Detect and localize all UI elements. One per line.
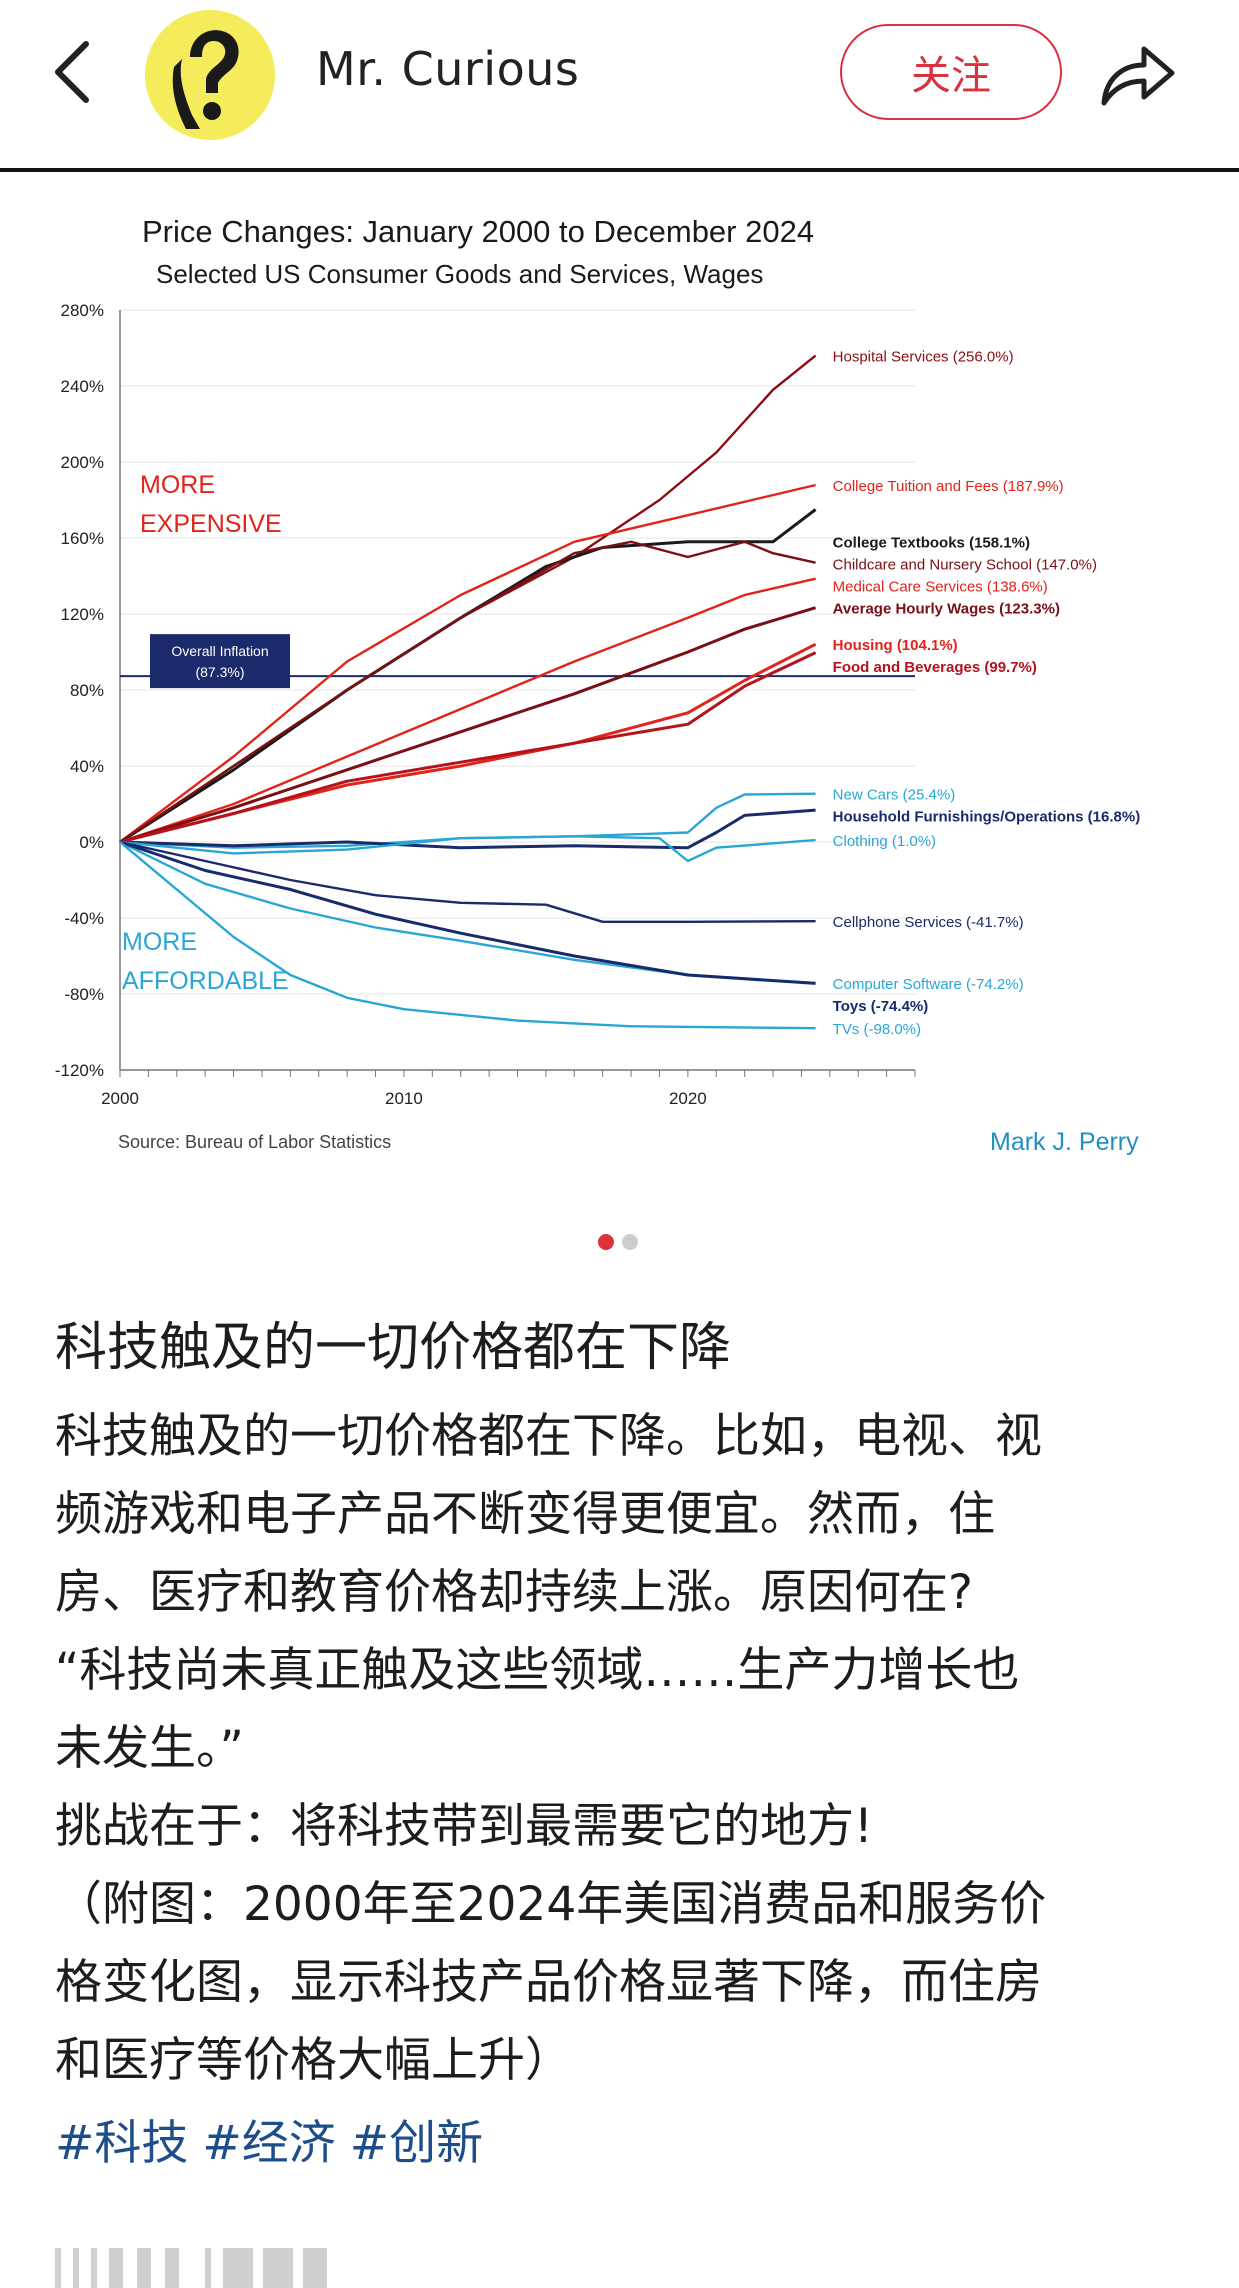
series-label: TVs (-98.0%) <box>833 1021 921 1038</box>
share-arrow-icon <box>1101 46 1175 106</box>
x-tick-label: 2020 <box>669 1089 707 1108</box>
series-label: Toys (-74.4%) <box>833 998 929 1015</box>
series-line <box>119 540 816 843</box>
series-line <box>119 835 816 863</box>
post-body-line: 和医疗等价格大幅上升） <box>55 2033 572 2088</box>
y-tick-label: -120% <box>55 1061 104 1080</box>
annotation-affordable-line2: AFFORDABLE <box>122 967 289 995</box>
x-tick-label: 2000 <box>101 1089 139 1108</box>
series-label: Average Hourly Wages (123.3%) <box>833 601 1060 618</box>
series-label: Childcare and Nursery School (147.0%) <box>833 557 1097 574</box>
series-label: Clothing (1.0%) <box>833 833 936 850</box>
price-change-chart: Price Changes: January 2000 to December … <box>0 190 1239 1190</box>
carousel-dot[interactable] <box>622 1234 638 1250</box>
post-body-line: 格变化图，显示科技产品价格显著下降，而住房 <box>55 1955 1042 2010</box>
back-chevron-icon <box>55 41 89 103</box>
header-divider <box>0 168 1239 172</box>
post-body-line: 频游戏和电子产品不断变得更便宜。然而，住 <box>55 1487 995 1542</box>
post-image-chart[interactable]: Price Changes: January 2000 to December … <box>0 190 1239 1190</box>
series-label: Medical Care Services (138.6%) <box>833 579 1048 596</box>
series-line <box>119 577 816 844</box>
annotation-affordable-line1: MORE <box>122 928 197 956</box>
y-tick-label: 280% <box>61 301 104 320</box>
y-axis: 280% 240% 200% 160% 120% 80% 40% 0% -40% -80% -120… <box>55 301 121 1080</box>
series-line <box>119 651 817 844</box>
series-label: Cellphone Services (-41.7%) <box>833 914 1024 931</box>
y-tick-label: 200% <box>61 453 104 472</box>
avatar[interactable] <box>145 10 275 140</box>
series-label: Computer Software (-74.2%) <box>833 976 1024 993</box>
annotation-affordable: MORE AFFORDABLE <box>122 928 289 995</box>
annotation-expensive-line1: MORE <box>140 471 215 499</box>
series-label: Food and Beverages (99.7%) <box>833 659 1037 676</box>
series-label: New Cars (25.4%) <box>833 787 956 804</box>
y-tick-label: -40% <box>64 909 104 928</box>
post-body: 科技触及的一切价格都在下降。比如，电视、视 频游戏和电子产品不断变得更便宜。然而… <box>55 1398 1195 2100</box>
post-body-line: 科技触及的一切价格都在下降。比如，电视、视 <box>55 1409 1042 1464</box>
annotation-expensive-line2: EXPENSIVE <box>140 510 282 538</box>
y-tick-label: 160% <box>61 529 104 548</box>
inflation-box-label: Overall Inflation <box>171 643 268 659</box>
post-title: 科技触及的一切价格都在下降 <box>55 1318 732 1378</box>
carousel-dot-active[interactable] <box>598 1234 614 1250</box>
hashtag-tech[interactable]: #科技 <box>55 2116 189 2171</box>
y-tick-label: 120% <box>61 605 104 624</box>
inflation-box: Overall Inflation (87.3%) <box>150 634 290 689</box>
series-label: Household Furnishings/Operations (16.8%) <box>833 809 1141 826</box>
series-line <box>119 841 816 1030</box>
series-label: Housing (104.1%) <box>833 637 958 654</box>
chart-title: Price Changes: January 2000 to December … <box>142 214 814 249</box>
cropped-text-fragment <box>55 2248 327 2288</box>
hashtag-list: #科技 #经济 #创新 <box>55 2104 483 2173</box>
chart-subtitle: Selected US Consumer Goods and Services,… <box>156 259 763 289</box>
top-bar: Mr. Curious 关注 <box>0 0 1239 172</box>
x-axis: 2000 2010 2020 <box>101 1069 916 1108</box>
carousel-indicator <box>598 1234 638 1250</box>
share-button[interactable] <box>1096 36 1180 112</box>
post-body-line: 未发生。” <box>55 1721 244 1776</box>
inflation-box-value: (87.3%) <box>195 664 244 680</box>
series-labels: Hospital Services (256.0%) College Tuitio… <box>833 349 1141 1039</box>
chart-author: Mark J. Perry <box>990 1128 1139 1156</box>
follow-button[interactable]: 关注 <box>840 24 1062 120</box>
series-line <box>119 483 816 843</box>
series-line <box>119 840 816 985</box>
y-tick-label: 40% <box>70 757 104 776</box>
x-tick-label: 2010 <box>385 1089 423 1108</box>
y-tick-label: 80% <box>70 681 104 700</box>
series-lines <box>119 354 817 1030</box>
annotation-expensive: MORE EXPENSIVE <box>140 471 282 538</box>
series-line <box>119 808 816 850</box>
series-line <box>119 606 817 844</box>
question-head-icon <box>172 30 239 129</box>
chart-source: Source: Bureau of Labor Statistics <box>118 1132 391 1152</box>
series-label: Hospital Services (256.0%) <box>833 349 1014 366</box>
hashtag-innovation[interactable]: #创新 <box>349 2116 484 2171</box>
series-label: College Textbooks (158.1%) <box>833 535 1030 552</box>
post-body-line: 房、医疗和教育价格却持续上涨。原因何在? <box>55 1565 973 1620</box>
post-body-line: “科技尚未真正触及这些领域……生产力增长也 <box>55 1643 1020 1698</box>
y-tick-label: 0% <box>79 833 104 852</box>
username[interactable]: Mr. Curious <box>316 42 580 96</box>
back-button[interactable] <box>44 34 100 110</box>
hashtag-economy[interactable]: #经济 <box>202 2116 336 2171</box>
series-label: College Tuition and Fees (187.9%) <box>833 478 1064 495</box>
post-body-line: 挑战在于：将科技带到最需要它的地方! <box>55 1799 873 1854</box>
y-tick-label: 240% <box>61 377 104 396</box>
series-line <box>119 840 816 923</box>
y-tick-label: -80% <box>64 985 104 1004</box>
post-body-line: （附图：2000年至2024年美国消费品和服务价 <box>55 1877 1047 1932</box>
